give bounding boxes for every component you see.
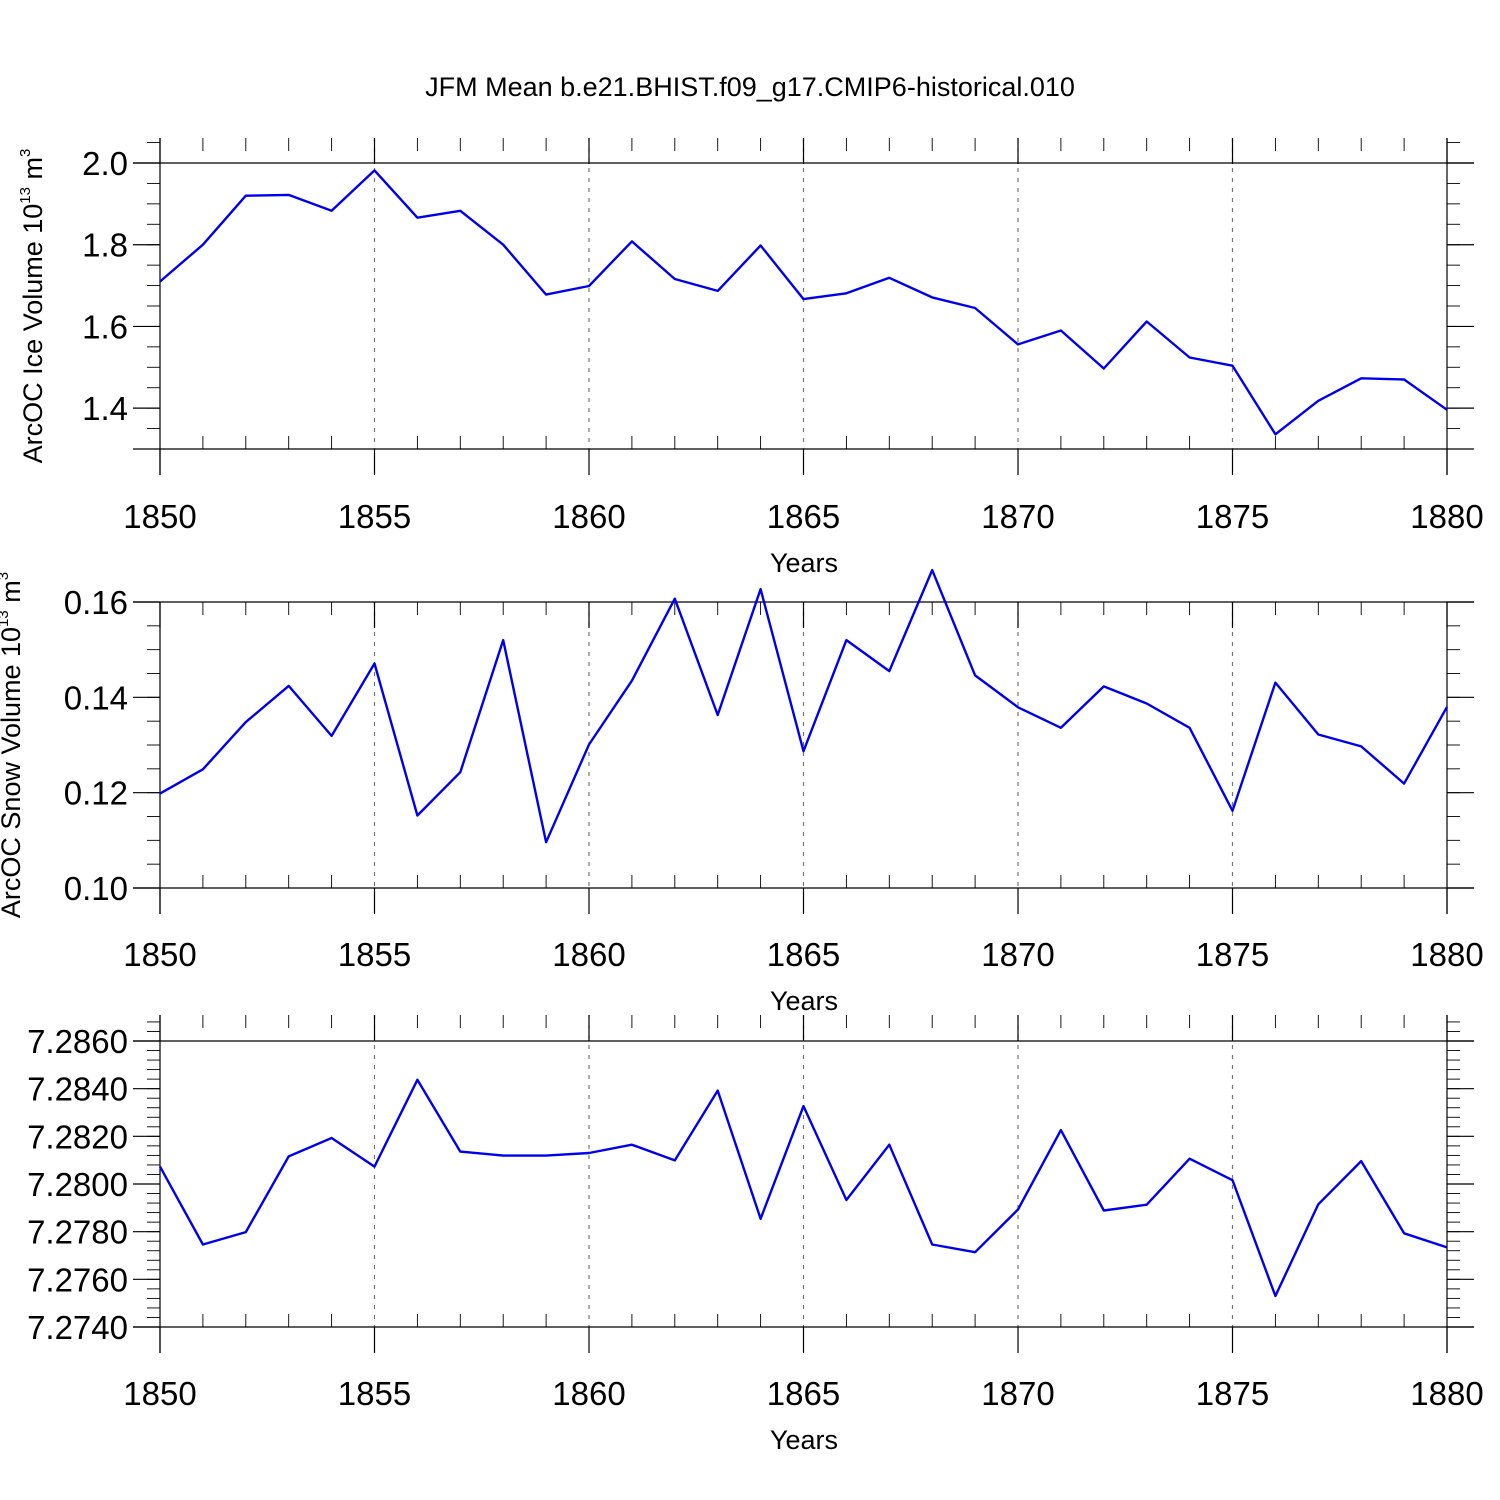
x-tick-label-1870: 1870 <box>981 1375 1054 1412</box>
x-tick-label-1880: 1880 <box>1410 498 1483 535</box>
x-tick-label-1865: 1865 <box>767 1375 840 1412</box>
y-axis-label-snow-unit: m <box>0 580 26 610</box>
y-tick-label-4: 7.2820 <box>27 1118 128 1155</box>
series-line-snow-volume <box>159 568 1449 844</box>
x-tick-label-1860: 1860 <box>552 1375 625 1412</box>
series-line-third-series <box>158 1078 1448 1298</box>
x-tick-label-1855: 1855 <box>338 498 411 535</box>
x-tick-label-1850: 1850 <box>123 1375 196 1412</box>
y-tick-label-2: 0.14 <box>64 679 128 716</box>
x-tick-label-1860: 1860 <box>552 936 625 973</box>
x-tick-label-1855: 1855 <box>338 936 411 973</box>
panel-snow-volume: ArcOC Snow Volume 1013 m3 Years 1850 1855… <box>0 568 1484 1016</box>
y-axis-label-ice-main: ArcOC Ice Volume 10 <box>18 204 48 464</box>
x-tick-label-1860: 1860 <box>552 498 625 535</box>
y-axis-label-ice-unit: m <box>18 157 48 187</box>
chart-title: JFM Mean b.e21.BHIST.f09_g17.CMIP6-histo… <box>425 72 1075 102</box>
x-tick-label-1880: 1880 <box>1410 936 1483 973</box>
panel-third: Years 1850 1855 1860 1865 1870 1875 1880 7.2740… <box>27 1015 1484 1455</box>
x-tick-label-1870: 1870 <box>981 936 1054 973</box>
y-tick-label-3: 0.16 <box>64 584 128 621</box>
x-tick-label-1865: 1865 <box>767 936 840 973</box>
series-line-ice-volume <box>159 169 1448 436</box>
y-axis-label-ice: ArcOC Ice Volume 1013 m3 <box>17 149 48 464</box>
x-tick-label-1855: 1855 <box>338 1375 411 1412</box>
x-tick-label-1850: 1850 <box>123 936 196 973</box>
x-tick-label-1870: 1870 <box>981 498 1054 535</box>
x-tick-label-1850: 1850 <box>123 498 196 535</box>
x-axis-label-snow: Years <box>770 986 838 1016</box>
x-tick-label-1880: 1880 <box>1410 1375 1483 1412</box>
x-axis-label-third: Years <box>770 1425 838 1455</box>
panel-ice-volume: ArcOC Ice Volume 1013 m3 Years 1850 1855 1… <box>17 138 1484 578</box>
y-axis-label-snow: ArcOC Snow Volume 1013 m3 <box>0 572 26 918</box>
y-tick-label-0: 0.10 <box>64 870 128 907</box>
y-tick-label-3: 7.2800 <box>27 1166 128 1203</box>
y-axis-label-snow-exp: 13 <box>0 610 12 627</box>
x-tick-label-1875: 1875 <box>1196 1375 1269 1412</box>
x-axis-label-ice: Years <box>770 548 838 578</box>
x-tick-label-1875: 1875 <box>1196 936 1269 973</box>
y-axis-label-ice-exp: 13 <box>17 187 34 204</box>
x-tick-label-1865: 1865 <box>767 498 840 535</box>
y-tick-label-5: 7.2840 <box>27 1071 128 1108</box>
y-axis-label-snow-main: ArcOC Snow Volume 10 <box>0 627 26 918</box>
x-tick-label-1875: 1875 <box>1196 498 1269 535</box>
y-tick-label-6: 7.2860 <box>27 1023 128 1060</box>
y-tick-label-3: 2.0 <box>82 145 128 182</box>
y-tick-label-1: 0.12 <box>64 775 128 812</box>
y-tick-label-2: 1.8 <box>82 227 128 264</box>
y-tick-label-0: 7.2740 <box>27 1309 128 1346</box>
y-tick-label-1: 7.2760 <box>27 1261 128 1298</box>
y-axis-label-snow-unit-exp: 3 <box>0 572 12 580</box>
y-tick-label-2: 7.2780 <box>27 1214 128 1251</box>
y-tick-label-0: 1.4 <box>82 390 128 427</box>
y-axis-label-ice-unit-exp: 3 <box>17 149 34 157</box>
y-tick-label-1: 1.6 <box>82 308 128 345</box>
